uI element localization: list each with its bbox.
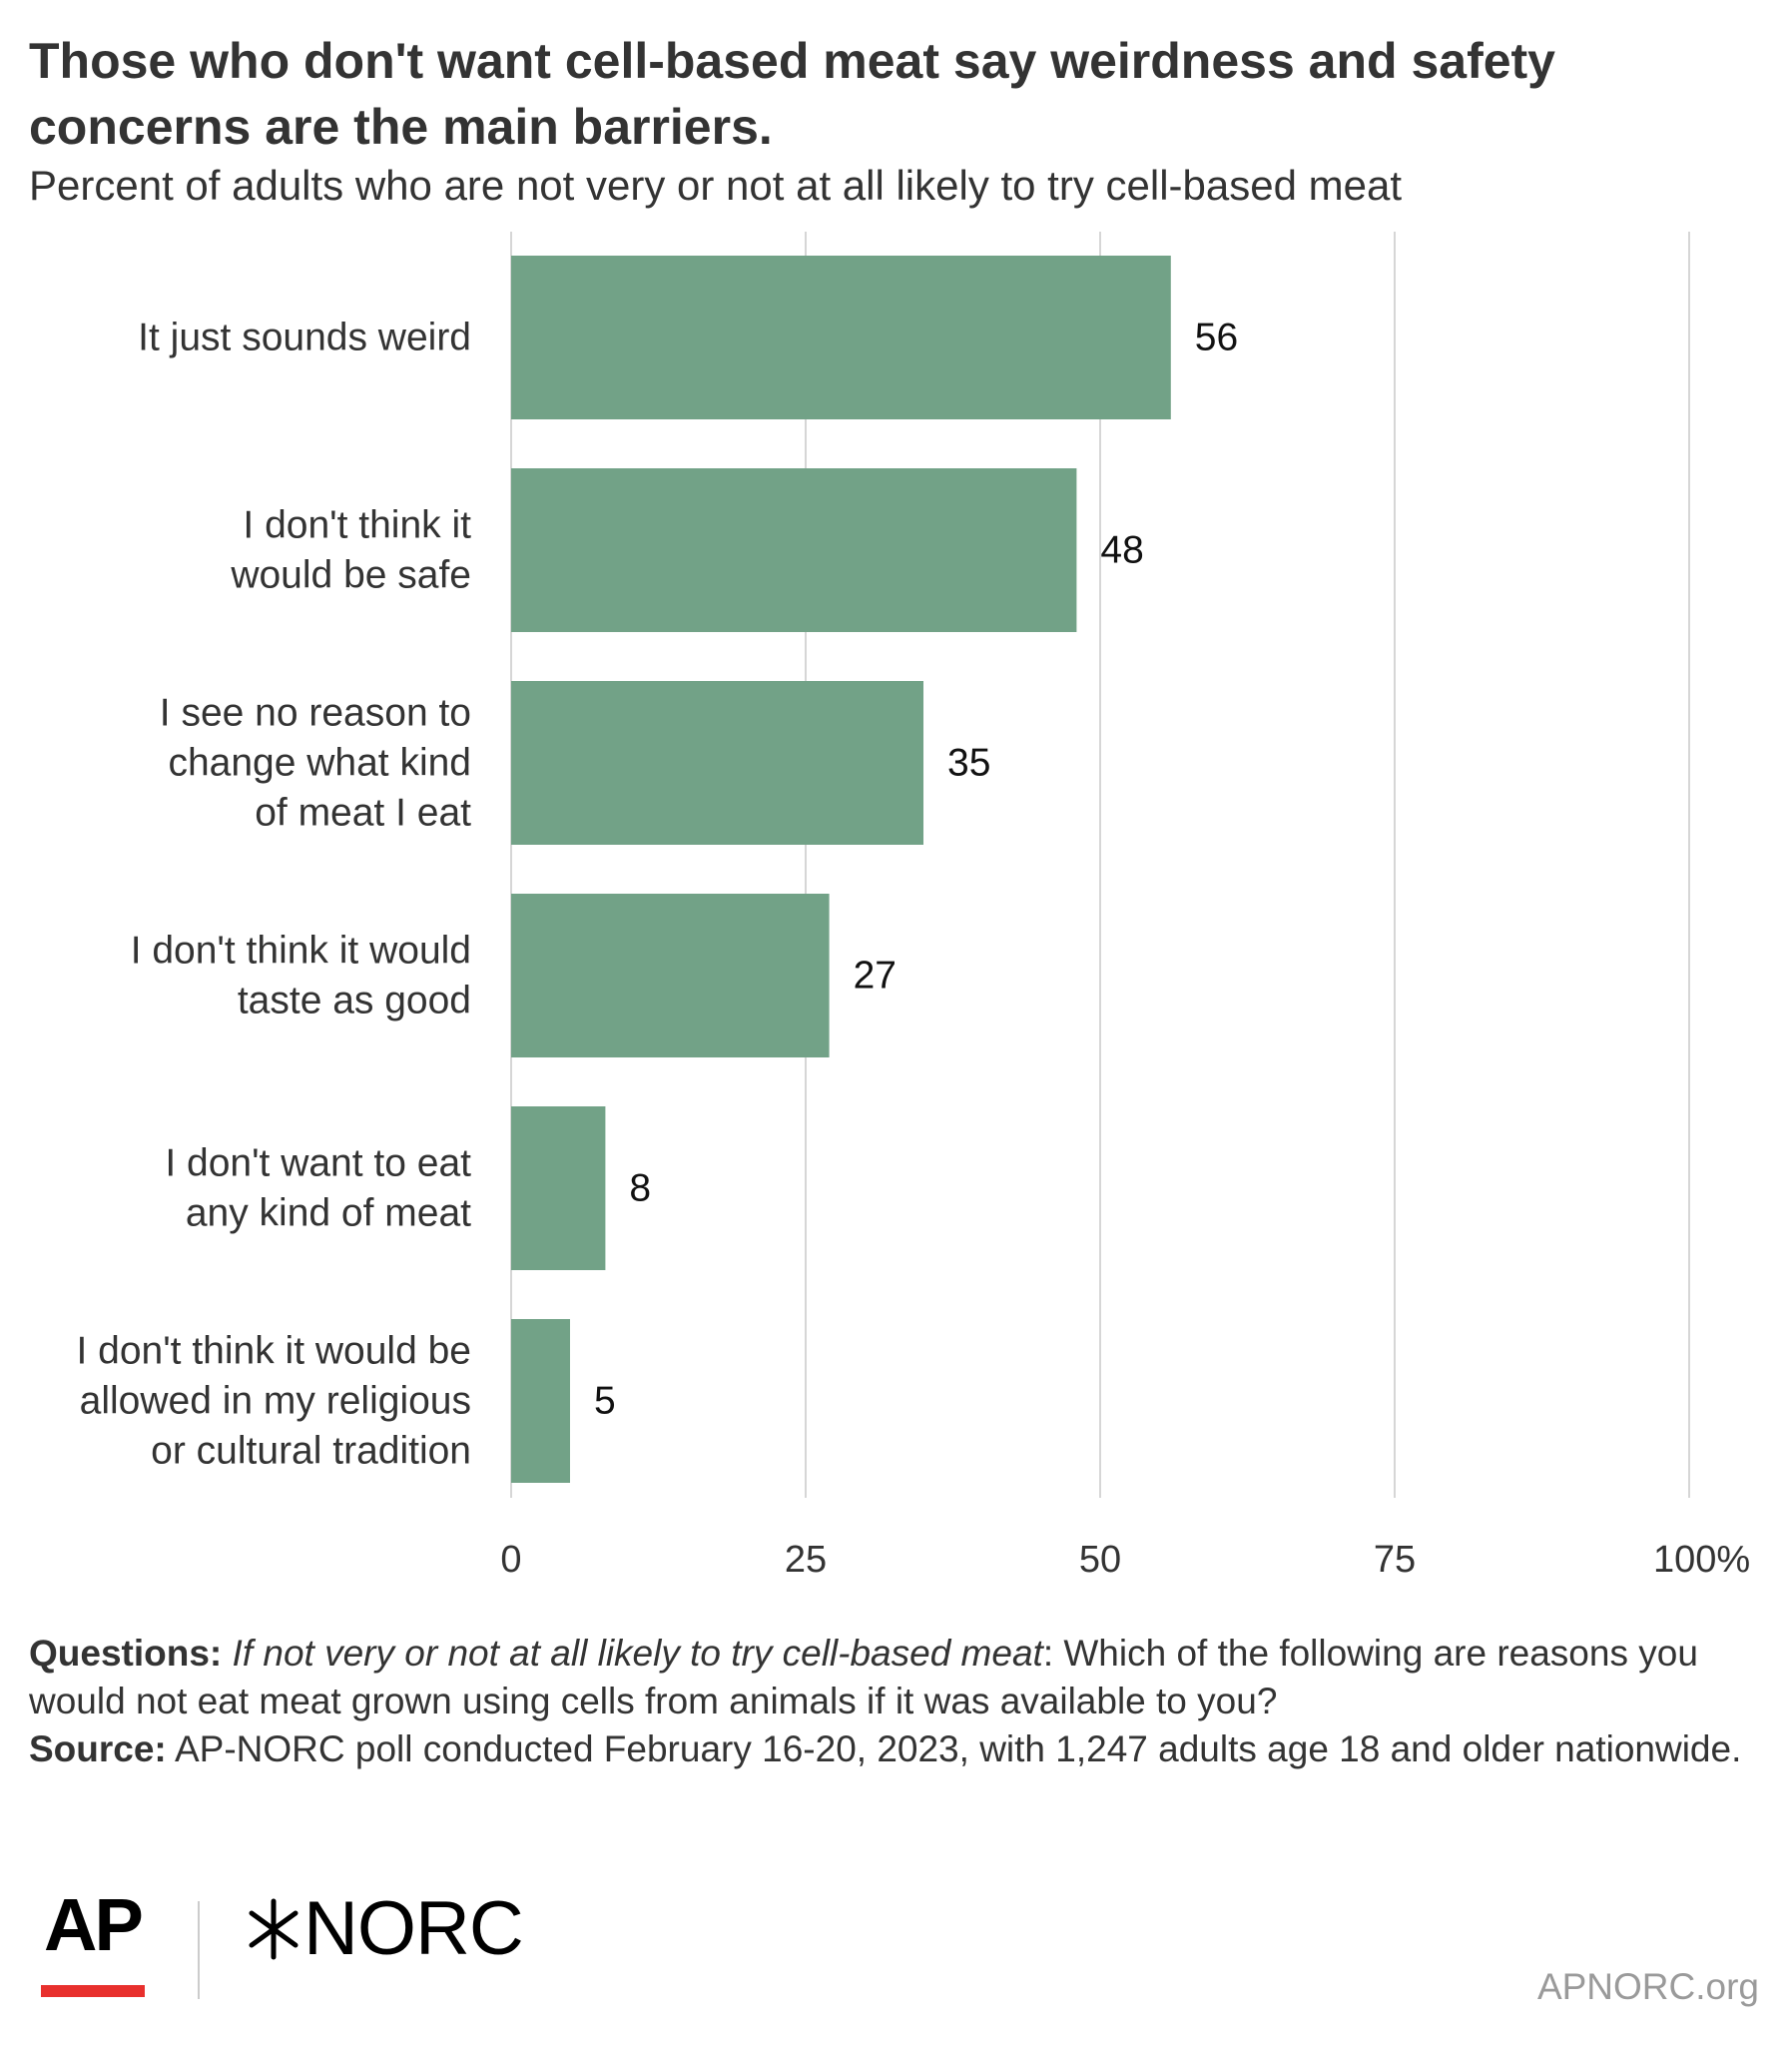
tick-label-1: 25 xyxy=(785,1539,827,1581)
bar-5 xyxy=(511,1319,570,1483)
tick-label-0: 0 xyxy=(500,1539,521,1581)
category-label-1: I don't think it would be safe xyxy=(230,504,471,597)
value-label-4: 8 xyxy=(629,1167,651,1210)
norc-logo-text: NORC xyxy=(303,1886,524,1971)
source-label: Source: xyxy=(29,1728,167,1769)
source-note: Source: AP-NORC poll conducted February … xyxy=(29,1725,1766,1773)
chart-notes: Questions: If not very or not at all lik… xyxy=(29,1630,1766,1773)
value-label-1: 48 xyxy=(1100,529,1143,572)
value-label-2: 35 xyxy=(947,742,990,785)
bar-2 xyxy=(511,681,923,845)
source-text: AP-NORC poll conducted February 16-20, 2… xyxy=(166,1728,1742,1769)
chart-title: Those who don't want cell-based meat say… xyxy=(29,33,1555,155)
ap-logo-underline xyxy=(41,1985,145,1997)
value-label-0: 56 xyxy=(1195,317,1238,359)
bar-1 xyxy=(511,468,1077,632)
category-label-2: I see no reason to change what kind of mea… xyxy=(160,692,471,835)
questions-label: Questions: xyxy=(29,1633,223,1674)
star-icon xyxy=(249,1898,299,1960)
chart-subtitle: Percent of adults who are not very or no… xyxy=(29,162,1402,209)
bar-4 xyxy=(511,1106,606,1270)
website-link[interactable]: APNORC.org xyxy=(1536,1966,1759,2007)
logo-divider xyxy=(198,1901,200,1999)
tick-label-3: 75 xyxy=(1374,1539,1416,1581)
bar-0 xyxy=(511,256,1171,419)
value-label-3: 27 xyxy=(854,955,896,998)
ap-logo: AP xyxy=(44,1883,144,1966)
tick-label-2: 50 xyxy=(1079,1539,1121,1581)
tick-label-4: 100% xyxy=(1653,1539,1750,1581)
bar-3 xyxy=(511,894,830,1057)
category-label-0: It just sounds weird xyxy=(138,317,471,359)
category-label-4: I don't want to eat any kind of meat xyxy=(165,1142,471,1235)
category-label-3: I don't think it would taste as good xyxy=(131,930,471,1022)
value-label-5: 5 xyxy=(594,1380,616,1423)
bar-chart: 56 It just sounds weird 48 I don't think it… xyxy=(76,232,1750,1581)
questions-text: : Which of the following are reasons you… xyxy=(29,1633,1698,1721)
questions-note: Questions: If not very or not at all lik… xyxy=(29,1630,1766,1725)
norc-logo: NORC xyxy=(246,1886,524,1971)
questions-italic: If not very or not at all likely to try … xyxy=(232,1633,1043,1674)
category-label-5: I don't think it would be allowed in my r… xyxy=(76,1330,471,1473)
